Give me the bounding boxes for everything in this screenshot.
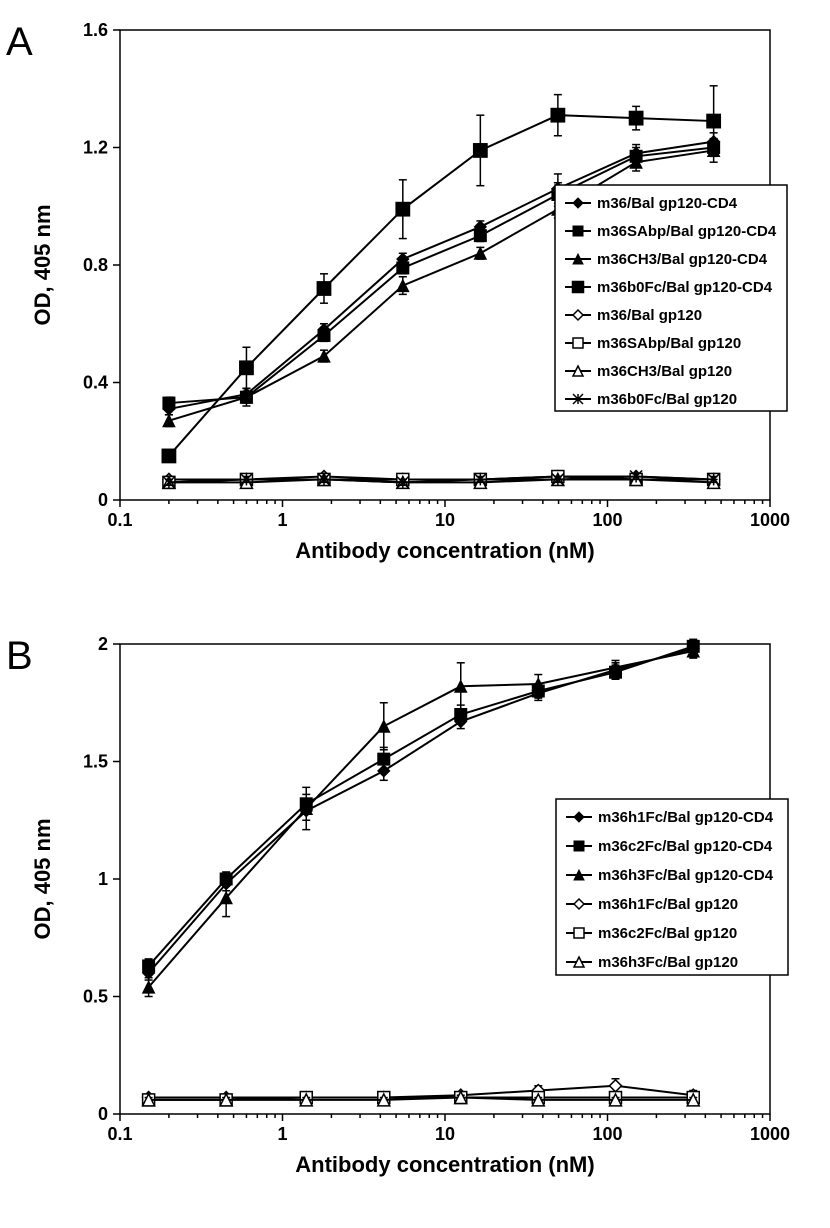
panel-b-label: B — [6, 634, 33, 679]
panel-a-label: A — [6, 20, 33, 65]
svg-text:1.2: 1.2 — [83, 138, 108, 158]
svg-text:0: 0 — [98, 490, 108, 510]
svg-text:m36b0Fc/Bal gp120: m36b0Fc/Bal gp120 — [597, 391, 737, 408]
svg-text:m36c2Fc/Bal gp120-CD4: m36c2Fc/Bal gp120-CD4 — [598, 838, 773, 855]
svg-text:m36c2Fc/Bal gp120: m36c2Fc/Bal gp120 — [598, 925, 737, 942]
svg-text:1.5: 1.5 — [83, 752, 108, 772]
svg-text:0: 0 — [98, 1104, 108, 1124]
svg-text:0.4: 0.4 — [83, 373, 108, 393]
svg-text:m36CH3/Bal gp120-CD4: m36CH3/Bal gp120-CD4 — [597, 251, 768, 268]
svg-text:m36b0Fc/Bal gp120-CD4: m36b0Fc/Bal gp120-CD4 — [597, 279, 773, 296]
svg-text:10: 10 — [435, 510, 455, 530]
svg-text:Antibody concentration (nM): Antibody concentration (nM) — [295, 1152, 594, 1177]
svg-text:1: 1 — [277, 1124, 287, 1144]
svg-text:m36/Bal gp120-CD4: m36/Bal gp120-CD4 — [597, 195, 738, 212]
svg-text:m36SAbp/Bal gp120-CD4: m36SAbp/Bal gp120-CD4 — [597, 223, 777, 240]
svg-text:m36CH3/Bal gp120: m36CH3/Bal gp120 — [597, 363, 732, 380]
panel-b: B 0 0.5 1 1.5 2 0.1 1 10 100 1000 OD, 405 nm Antibo… — [0, 614, 830, 1228]
svg-text:OD, 405 nm: OD, 405 nm — [30, 204, 55, 325]
svg-text:1000: 1000 — [750, 510, 790, 530]
svg-text:0.1: 0.1 — [107, 1124, 132, 1144]
chart-b: 0 0.5 1 1.5 2 0.1 1 10 100 1000 OD, 405 nm Antibody… — [0, 614, 830, 1228]
svg-text:m36h1Fc/Bal gp120: m36h1Fc/Bal gp120 — [598, 896, 738, 913]
svg-text:m36SAbp/Bal gp120: m36SAbp/Bal gp120 — [597, 335, 741, 352]
panel-a: A 0 0.4 0.8 1.2 1.6 0.1 1 10 100 1000 OD, 405 nm An… — [0, 0, 830, 614]
svg-text:OD, 405 nm: OD, 405 nm — [30, 818, 55, 939]
svg-text:100: 100 — [592, 1124, 622, 1144]
svg-text:1: 1 — [277, 510, 287, 530]
svg-text:1000: 1000 — [750, 1124, 790, 1144]
svg-text:100: 100 — [592, 510, 622, 530]
chart-a: 0 0.4 0.8 1.2 1.6 0.1 1 10 100 1000 OD, 405 nm Anti… — [0, 0, 830, 614]
svg-text:10: 10 — [435, 1124, 455, 1144]
svg-text:m36h1Fc/Bal gp120-CD4: m36h1Fc/Bal gp120-CD4 — [598, 809, 774, 826]
svg-text:Antibody concentration (nM): Antibody concentration (nM) — [295, 538, 594, 563]
svg-text:1: 1 — [98, 869, 108, 889]
svg-text:2: 2 — [98, 634, 108, 654]
svg-text:m36h3Fc/Bal gp120: m36h3Fc/Bal gp120 — [598, 954, 738, 971]
svg-text:1.6: 1.6 — [83, 20, 108, 40]
svg-text:m36h3Fc/Bal gp120-CD4: m36h3Fc/Bal gp120-CD4 — [598, 867, 774, 884]
svg-text:0.8: 0.8 — [83, 255, 108, 275]
svg-text:m36/Bal gp120: m36/Bal gp120 — [597, 307, 702, 324]
svg-text:0.1: 0.1 — [107, 510, 132, 530]
figure-container: A 00.40.81.21.60.11101001000OD, 405 nmAn… — [0, 0, 830, 1228]
svg-text:0.5: 0.5 — [83, 987, 108, 1007]
